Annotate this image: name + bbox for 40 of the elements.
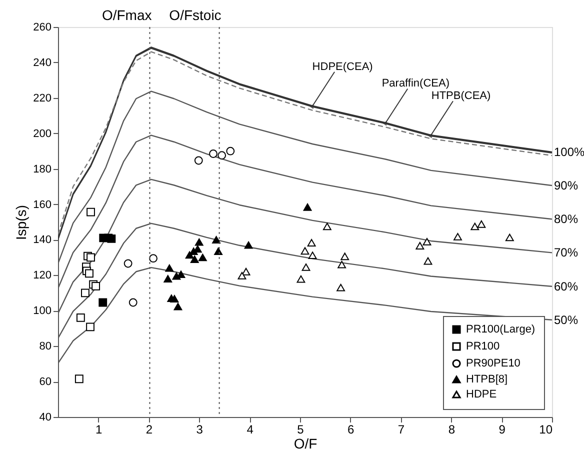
y-axis-title: Isp(s) <box>13 205 30 240</box>
x-tick-label: 2 <box>146 422 153 436</box>
x-tick-label: 5 <box>297 422 304 436</box>
ref-line-label: O/Fmax <box>102 7 152 23</box>
legend-label: PR100(Large) <box>466 324 536 336</box>
x-tick-label: 9 <box>498 422 506 436</box>
y-tick-label: 140 <box>33 234 52 246</box>
y-tick-label: 120 <box>33 270 52 282</box>
annotation: HTPB(CEA) <box>431 90 491 102</box>
y-tick-label: 160 <box>33 198 52 211</box>
annotation: Paraffin(CEA) <box>382 78 450 90</box>
x-tick-label: 4 <box>246 422 254 436</box>
annotation: 90% <box>554 178 578 192</box>
annotation: 60% <box>554 279 578 294</box>
x-tick-label: 8 <box>448 422 456 436</box>
legend-label: HTPB[8] <box>466 374 508 386</box>
x-tick-label: 7 <box>398 422 405 436</box>
x-tick-label: 10 <box>539 422 553 436</box>
legend-label: PR100 <box>466 340 500 352</box>
annotation: HDPE(CEA) <box>312 60 373 73</box>
x-tick-label: 3 <box>196 422 204 436</box>
ref-line-label: O/Fstoic <box>169 7 222 23</box>
y-tick-label: 260 <box>33 22 52 34</box>
annotation: 100% <box>554 144 584 159</box>
y-tick-label: 80 <box>39 340 52 353</box>
x-axis-title: O/F <box>294 436 318 452</box>
annotation: 50% <box>554 312 578 327</box>
y-tick-label: 100 <box>33 305 52 318</box>
y-tick-label: 240 <box>33 56 52 69</box>
y-tick-label: 220 <box>33 92 52 104</box>
y-tick-label: 60 <box>39 376 52 388</box>
annotation: 70% <box>554 246 578 260</box>
x-tick-label: 6 <box>348 422 355 436</box>
y-tick-label: 200 <box>33 128 52 140</box>
y-tick-label: 40 <box>39 412 52 424</box>
legend-label: HDPE <box>466 388 497 400</box>
x-tick-label: 1 <box>95 422 102 436</box>
legend-label: PR90PE10 <box>466 358 520 370</box>
y-tick-label: 180 <box>33 163 52 176</box>
annotation: 80% <box>554 212 578 226</box>
